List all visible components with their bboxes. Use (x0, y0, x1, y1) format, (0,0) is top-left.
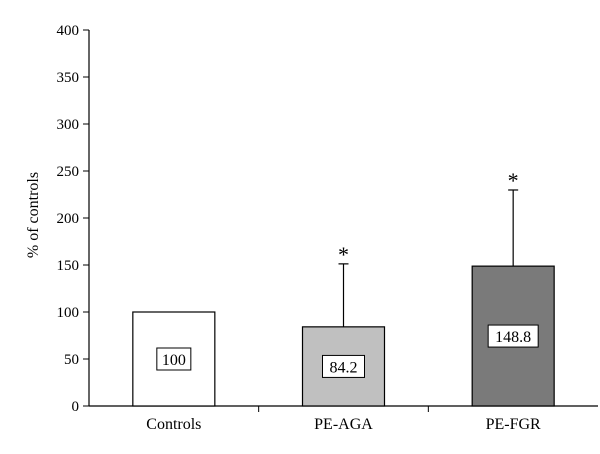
value-label: 84.2 (330, 359, 358, 376)
y-tick-label: 400 (57, 23, 80, 39)
significance-marker: * (338, 242, 349, 267)
x-tick-label: PE-AGA (314, 416, 373, 433)
bars: 100 84.2 * 148.8 * (132, 168, 555, 407)
value-label-box (322, 354, 365, 378)
x-tick-label: Controls (146, 416, 201, 433)
significance-marker: * (508, 168, 519, 193)
y-tick-label: 50 (64, 352, 79, 368)
x-tick-label: PE-FGR (486, 416, 541, 433)
value-label: 100 (162, 352, 186, 369)
y-tick-label: 100 (57, 305, 80, 321)
y-tick-label: 300 (57, 117, 80, 133)
y-tick-label: 150 (57, 258, 80, 274)
value-label-box (487, 324, 539, 348)
value-label-box (156, 347, 192, 371)
axes: 0 50 100 150 200 250 300 350 400 Controls PE-AGA PE… (57, 23, 598, 433)
value-label: 148.8 (495, 329, 531, 346)
y-tick-label: 200 (57, 211, 80, 227)
y-tick-label: 250 (57, 164, 80, 180)
y-tick-label: 350 (57, 70, 80, 86)
y-axis-label: % of controls (25, 172, 42, 258)
y-tick-label: 0 (72, 399, 80, 415)
